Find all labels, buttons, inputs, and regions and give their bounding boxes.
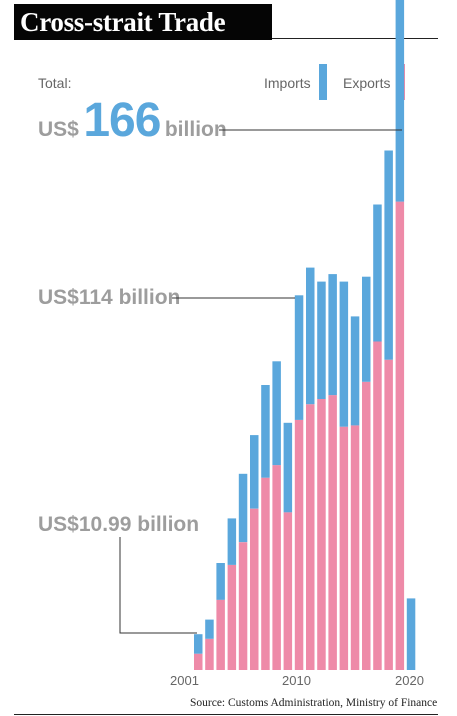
callout-total-2020: US$ 166 billion xyxy=(38,93,227,148)
bar-exports-2017 xyxy=(373,341,382,670)
chart-title: Cross-strait Trade xyxy=(20,7,226,37)
bar-imports-2002 xyxy=(205,619,214,639)
legend-label-exports: Exports xyxy=(343,75,391,91)
bar-imports-2010 xyxy=(294,295,304,420)
bar-exports-2009 xyxy=(283,512,293,670)
bar-imports-2020 xyxy=(406,598,416,670)
bar-exports-2014 xyxy=(339,426,349,670)
callout-total-suffix: billion xyxy=(164,118,227,141)
bar-exports-2015 xyxy=(350,425,360,670)
bar-imports-2011 xyxy=(306,267,315,405)
bar-exports-2002 xyxy=(205,638,214,670)
bar-imports-2004 xyxy=(227,518,237,565)
bar-exports-2011 xyxy=(306,404,315,670)
bar-exports-2005 xyxy=(238,542,248,670)
bar-imports-2014 xyxy=(339,281,349,427)
bar-exports-2008 xyxy=(272,465,281,670)
bar-imports-2008 xyxy=(272,361,281,466)
title-box xyxy=(14,4,272,40)
bar-exports-2006 xyxy=(250,508,259,670)
bar-exports-2019 xyxy=(395,201,405,670)
bar-imports-2009 xyxy=(283,422,293,513)
total-label: Total: xyxy=(38,75,72,91)
bar-exports-2003 xyxy=(216,599,225,670)
callout-2001: US$10.99 billion xyxy=(38,513,200,536)
bar-imports-2007 xyxy=(261,385,270,478)
bottom-rule xyxy=(14,714,438,715)
bar-imports-2013 xyxy=(328,274,337,396)
callout-total-prefix: US$ xyxy=(38,118,79,141)
bar-imports-2015 xyxy=(350,316,360,426)
x-tick-2020: 2020 xyxy=(395,673,424,688)
bar-imports-2017 xyxy=(373,204,382,342)
bar-exports-2010 xyxy=(294,419,304,670)
leader-line-2001 xyxy=(119,537,197,634)
bars-group xyxy=(194,0,416,670)
bar-exports-2007 xyxy=(261,477,270,670)
bar-imports-2016 xyxy=(362,276,371,382)
source-note: Source: Customs Administration, Ministry… xyxy=(190,697,438,709)
leader-lines xyxy=(119,129,402,634)
legend-label-imports: Imports xyxy=(264,75,311,91)
bar-exports-2016 xyxy=(362,381,371,670)
bar-imports-2019 xyxy=(395,0,405,202)
bar-imports-2003 xyxy=(216,563,225,600)
callout-2010: US$114 billion xyxy=(38,286,181,309)
bar-exports-2013 xyxy=(328,395,337,670)
legend-swatch-imports xyxy=(319,64,327,100)
bar-imports-2001 xyxy=(194,634,203,654)
bar-imports-2006 xyxy=(250,435,259,509)
bar-exports-2012 xyxy=(317,399,326,670)
bar-exports-2001 xyxy=(194,653,203,670)
x-tick-2001: 2001 xyxy=(170,673,199,688)
title-rule xyxy=(272,38,438,39)
bar-imports-2005 xyxy=(238,473,248,543)
bar-exports-2018 xyxy=(384,359,393,670)
bar-imports-2012 xyxy=(317,281,326,399)
callout-total-number: 166 xyxy=(83,94,161,147)
bar-imports-2018 xyxy=(384,150,393,360)
bar-exports-2004 xyxy=(227,564,237,670)
x-tick-2010: 2010 xyxy=(282,673,311,688)
